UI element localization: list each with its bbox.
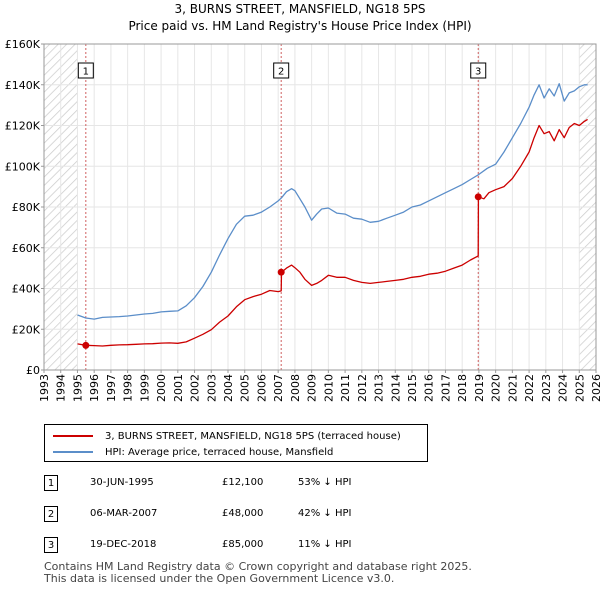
transaction-date: 06-MAR-2007 xyxy=(90,508,158,519)
y-tick-label: £160K xyxy=(5,38,41,51)
footer-licence: This data is licensed under the Open Gov… xyxy=(44,572,395,585)
x-tick-label: 1993 xyxy=(38,374,51,402)
x-tick-label: 2008 xyxy=(289,374,302,402)
x-tick-label: 2024 xyxy=(557,374,570,402)
y-tick-label: £120K xyxy=(5,120,41,133)
transaction-row: 1 30-JUN-1995 £12,100 53% ↓ HPI xyxy=(44,475,464,493)
transaction-price: £85,000 xyxy=(222,539,264,550)
chart-legend: 3, BURNS STREET, MANSFIELD, NG18 5PS (te… xyxy=(44,424,428,462)
transaction-date: 19-DEC-2018 xyxy=(90,539,157,550)
x-tick-label: 2017 xyxy=(439,374,452,402)
x-tick-label: 2020 xyxy=(490,374,503,402)
x-tick-label: 2007 xyxy=(272,374,285,402)
transaction-number: 2 xyxy=(44,506,58,522)
footer-copyright: Contains HM Land Registry data © Crown c… xyxy=(44,560,472,573)
x-tick-label: 2012 xyxy=(356,374,369,402)
legend-label-price: 3, BURNS STREET, MANSFIELD, NG18 5PS (te… xyxy=(105,430,401,442)
sale-point xyxy=(474,193,482,201)
x-tick-label: 1994 xyxy=(55,374,68,402)
chart-subtitle: Price paid vs. HM Land Registry's House … xyxy=(128,19,472,33)
x-tick-label: 2025 xyxy=(573,374,586,402)
x-tick-label: 1997 xyxy=(105,374,118,402)
sale-marker-label: 3 xyxy=(475,67,481,78)
x-tick-label: 2006 xyxy=(255,374,268,402)
x-tick-label: 2015 xyxy=(406,374,419,402)
legend-item-price: 3, BURNS STREET, MANSFIELD, NG18 5PS (te… xyxy=(53,429,401,443)
sale-marker-label: 2 xyxy=(278,67,284,78)
legend-item-hpi: HPI: Average price, terraced house, Mans… xyxy=(53,445,333,459)
y-tick-label: £40K xyxy=(12,283,41,296)
x-tick-label: 1999 xyxy=(138,374,151,402)
x-tick-label: 2002 xyxy=(189,374,202,402)
x-tick-label: 2003 xyxy=(205,374,218,402)
transaction-hpi-diff: 11% ↓ HPI xyxy=(298,539,352,550)
transaction-hpi-diff: 42% ↓ HPI xyxy=(298,508,352,519)
sale-marker-label: 1 xyxy=(83,67,89,78)
x-tick-label: 2018 xyxy=(456,374,469,402)
x-tick-label: 2023 xyxy=(540,374,553,402)
y-tick-label: £60K xyxy=(12,242,41,255)
x-tick-label: 2014 xyxy=(389,374,402,402)
series-line-hpi xyxy=(77,83,588,320)
sale-marker-box xyxy=(273,62,290,79)
x-tick-label: 1995 xyxy=(71,374,84,402)
x-tick-label: 2019 xyxy=(473,374,486,402)
sale-marker-box xyxy=(470,62,487,79)
x-tick-label: 2016 xyxy=(423,374,436,402)
x-tick-label: 2005 xyxy=(239,374,252,402)
x-tick-label: 2010 xyxy=(322,374,335,402)
sale-point xyxy=(277,268,285,276)
chart-title-address: 3, BURNS STREET, MANSFIELD, NG18 5PS xyxy=(174,2,426,16)
legend-label-hpi: HPI: Average price, terraced house, Mans… xyxy=(105,446,334,458)
y-tick-label: £80K xyxy=(12,201,41,214)
series-line-price xyxy=(77,118,588,347)
legend-swatch-price xyxy=(53,435,93,437)
price-chart: 1 2 3 £0 £20K £40K £60K £80K £100K £120K £140K £16… xyxy=(5,38,600,402)
y-tick-label: £0 xyxy=(26,364,40,377)
y-tick-label: £20K xyxy=(12,323,41,336)
transaction-row: 2 06-MAR-2007 £48,000 42% ↓ HPI xyxy=(44,506,464,524)
x-tick-label: 2011 xyxy=(339,374,352,402)
legend-swatch-hpi xyxy=(53,451,93,453)
x-tick-label: 2022 xyxy=(523,374,536,402)
transaction-hpi-diff: 53% ↓ HPI xyxy=(298,477,352,488)
x-tick-label: 2001 xyxy=(172,374,185,402)
x-tick-label: 2026 xyxy=(590,374,600,402)
x-tick-label: 1998 xyxy=(122,374,135,402)
transaction-date: 30-JUN-1995 xyxy=(90,477,154,488)
y-tick-label: £100K xyxy=(5,160,41,173)
y-tick-label: £140K xyxy=(5,79,41,92)
x-tick-label: 2000 xyxy=(155,374,168,402)
x-tick-label: 1996 xyxy=(88,374,101,402)
x-tick-label: 2013 xyxy=(373,374,386,402)
transaction-price: £12,100 xyxy=(222,477,264,488)
transaction-row: 3 19-DEC-2018 £85,000 11% ↓ HPI xyxy=(44,537,464,555)
transaction-number: 1 xyxy=(44,475,58,491)
x-tick-label: 2021 xyxy=(506,374,519,402)
sale-point xyxy=(82,341,90,349)
sale-marker-box xyxy=(77,62,94,79)
x-tick-label: 2004 xyxy=(222,374,235,402)
x-tick-label: 2009 xyxy=(306,374,319,402)
transaction-price: £48,000 xyxy=(222,508,264,519)
transaction-number: 3 xyxy=(44,537,58,553)
